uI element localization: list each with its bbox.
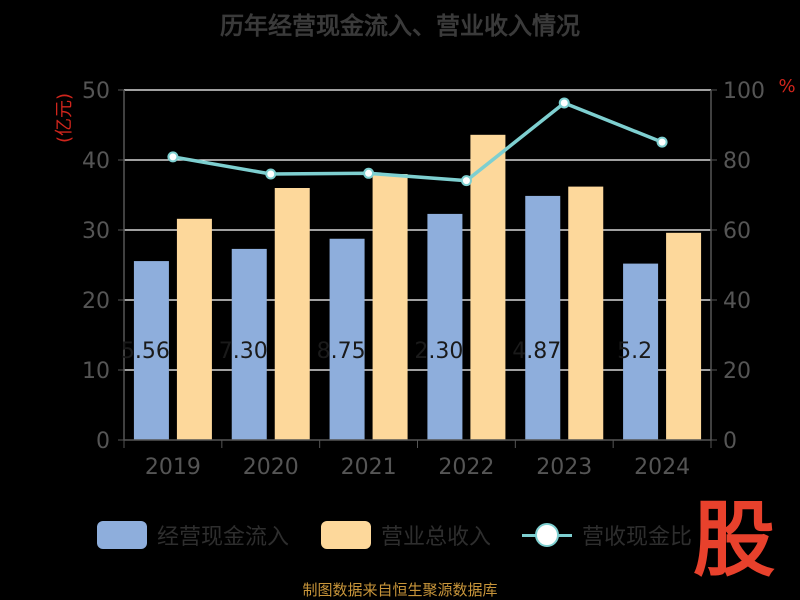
x-tick-label: 2022 bbox=[438, 455, 494, 480]
point-cash-ratio bbox=[265, 168, 277, 180]
data-label-cash-inflow: 5.56 bbox=[121, 339, 170, 364]
legend-item-cash-inflow[interactable]: 经营现金流入 bbox=[97, 518, 289, 552]
y2-tick-label: 80 bbox=[723, 149, 751, 174]
bar-revenue bbox=[470, 134, 506, 441]
data-label-cash-inflow: 2.30 bbox=[414, 339, 463, 364]
y-tick-label: 20 bbox=[82, 289, 110, 314]
x-tick-label: 2024 bbox=[634, 455, 690, 480]
bar-cash-inflow bbox=[329, 238, 365, 440]
bar-revenue bbox=[666, 232, 702, 440]
point-cash-ratio bbox=[460, 175, 472, 187]
bar-cash-inflow bbox=[231, 248, 267, 440]
bar-revenue bbox=[176, 218, 212, 440]
legend-label-cash-inflow: 经营现金流入 bbox=[157, 525, 290, 550]
data-label-cash-inflow: 7.30 bbox=[219, 339, 268, 364]
bar-cash-inflow bbox=[623, 263, 659, 440]
y-tick-label: 50 bbox=[82, 79, 110, 104]
legend-item-cash-ratio[interactable]: 营收现金比 bbox=[522, 518, 692, 552]
bar-cash-inflow bbox=[133, 261, 169, 440]
line-cash-ratio bbox=[172, 100, 663, 183]
x-tick-label: 2020 bbox=[243, 455, 299, 480]
y2-tick-label: 60 bbox=[723, 219, 751, 244]
y-axis-unit: (亿元) bbox=[54, 93, 75, 143]
point-cash-ratio bbox=[558, 97, 570, 109]
legend-swatch-cash-ratio bbox=[522, 521, 572, 549]
point-cash-ratio bbox=[656, 136, 668, 148]
bar-revenue bbox=[372, 174, 408, 440]
x-tick-label: 2019 bbox=[145, 455, 201, 480]
bar-revenue bbox=[568, 186, 604, 440]
legend-label-revenue: 营业总收入 bbox=[381, 525, 492, 550]
legend-swatch-revenue bbox=[321, 521, 371, 549]
brand-logo: 股 bbox=[693, 493, 776, 588]
data-label-cash-inflow: 5.2 bbox=[617, 339, 652, 364]
y-tick-label: 10 bbox=[82, 359, 110, 384]
legend: 经营现金流入 营业总收入 营收现金比 bbox=[0, 518, 800, 552]
x-tick-label: 2023 bbox=[536, 455, 592, 480]
legend-swatch-cash-inflow bbox=[97, 521, 147, 549]
y-tick-label: 0 bbox=[96, 429, 110, 454]
data-source-note: 制图数据来自恒生聚源数据库 bbox=[302, 581, 498, 599]
x-tick-label: 2021 bbox=[341, 455, 397, 480]
y2-tick-label: 20 bbox=[723, 359, 751, 384]
y-tick-label: 40 bbox=[82, 149, 110, 174]
bar-revenue bbox=[274, 188, 310, 440]
y2-axis-unit: % bbox=[778, 76, 795, 97]
y2-tick-label: 40 bbox=[723, 289, 751, 314]
y2-tick-label: 0 bbox=[723, 429, 737, 454]
data-label-cash-inflow: 4.87 bbox=[512, 339, 561, 364]
chart-title: 历年经营现金流入、营业收入情况 bbox=[220, 12, 580, 40]
bar-cash-inflow bbox=[427, 213, 463, 440]
y2-tick-label: 100 bbox=[723, 79, 765, 104]
point-cash-ratio bbox=[167, 151, 179, 163]
data-label-cash-inflow: 8.75 bbox=[317, 339, 366, 364]
legend-label-cash-ratio: 营收现金比 bbox=[582, 525, 693, 550]
bar-cash-inflow bbox=[525, 195, 561, 440]
y-tick-label: 30 bbox=[82, 219, 110, 244]
point-cash-ratio bbox=[363, 167, 375, 179]
legend-item-revenue[interactable]: 营业总收入 bbox=[321, 518, 491, 552]
